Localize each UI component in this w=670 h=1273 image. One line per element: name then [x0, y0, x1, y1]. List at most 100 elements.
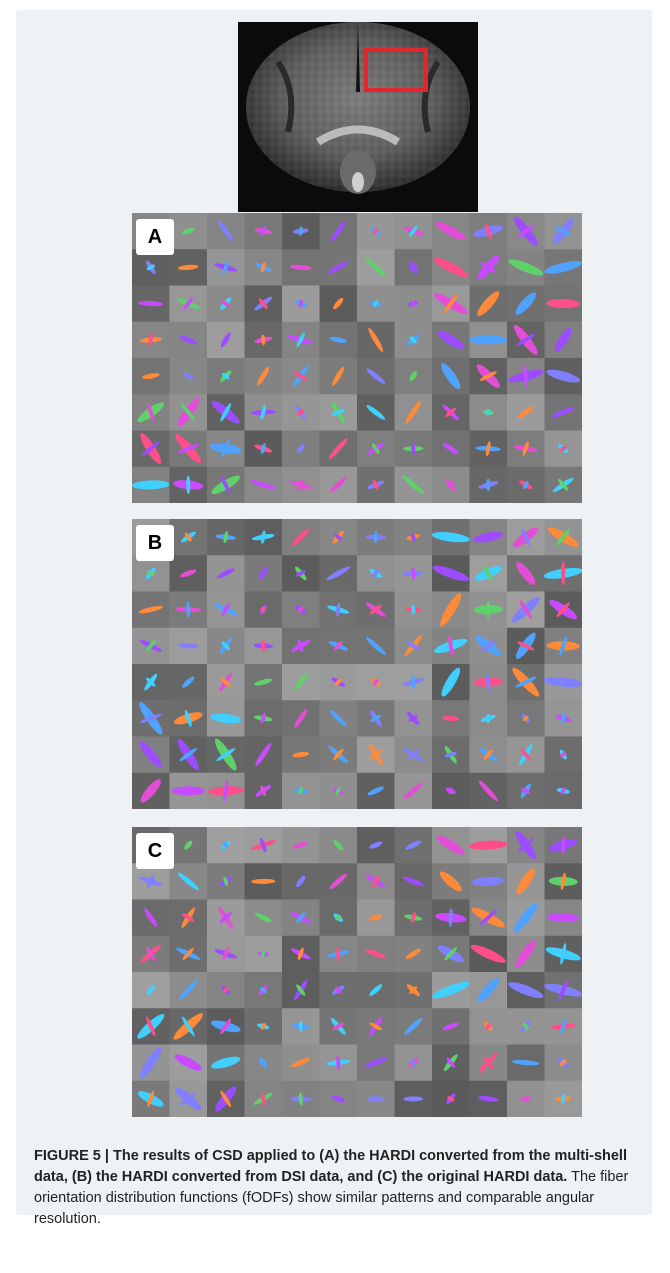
fodf-glyph-secondary [336, 602, 341, 617]
fodf-glyph-secondary [556, 528, 571, 546]
fodf-glyph-secondary [444, 752, 457, 758]
fodf-glyph [211, 1056, 241, 1069]
fodf-glyph-secondary [261, 334, 266, 346]
fodf-glyph-secondary [298, 639, 304, 653]
fodf-glyph-secondary [522, 441, 529, 456]
fodf-glyph-secondary [523, 715, 529, 722]
fodf-glyph-secondary [335, 914, 342, 921]
fodf-glyph [326, 566, 351, 581]
fodf-glyph [140, 779, 161, 803]
fodf-glyph [294, 709, 308, 728]
fodf-glyph-secondary [260, 987, 267, 994]
fodf-glyph-secondary [556, 602, 570, 617]
fodf-glyph [332, 366, 345, 386]
fodf-glyph [369, 984, 383, 997]
fodf-glyph [365, 637, 386, 655]
fodf-glyph [473, 531, 504, 543]
brain-slice-image [238, 22, 478, 212]
fodf-glyph [180, 569, 197, 578]
fodf-glyph [477, 291, 500, 316]
fodf-glyph [440, 593, 462, 627]
fodf-glyph-secondary [222, 947, 230, 961]
fodf-glyph-secondary [216, 748, 236, 762]
fodf-glyph-secondary [448, 787, 453, 795]
fodf-glyph-secondary [223, 780, 229, 802]
fodf-glyph-secondary [296, 984, 306, 996]
fodf-glyph-secondary [554, 226, 572, 237]
fodf-glyph [257, 366, 270, 386]
fodf-glyph-secondary [182, 913, 195, 922]
fodf-glyph [435, 222, 466, 241]
fodf-glyph-secondary [410, 1059, 417, 1066]
fodf-glyph-secondary [411, 604, 416, 615]
fodf-glyph-secondary [444, 947, 458, 961]
fodf-glyph-secondary [146, 570, 155, 577]
fodf-glyph [138, 301, 164, 307]
fodf-glyph-secondary [410, 912, 416, 923]
fodf-glyph-secondary [219, 912, 233, 923]
fodf-glyph [328, 438, 348, 460]
fodf-glyph [516, 561, 536, 585]
fodf-glyph [511, 1059, 540, 1066]
fodf-glyph [328, 261, 349, 274]
fodf-glyph-secondary [485, 1023, 492, 1030]
fodf-glyph-secondary [483, 749, 493, 760]
fodf-glyph-secondary [220, 677, 231, 687]
fodf-glyph-secondary [260, 1022, 266, 1030]
fodf-glyph [508, 982, 544, 999]
fodf-glyph [292, 751, 310, 758]
figure-frame: A B C FIGURE 5 | The results of CSD appl… [16, 10, 652, 1227]
fodf-glyph [520, 1096, 532, 1102]
fodf-glyph [363, 1057, 388, 1068]
fodf-glyph-secondary [445, 407, 457, 417]
fodf-glyph-secondary [260, 262, 266, 273]
fodf-glyph [132, 480, 170, 490]
fodf-glyph-secondary [332, 748, 344, 761]
fodf-glyph-secondary [373, 531, 378, 544]
fodf-glyph-secondary [479, 371, 497, 381]
figure-description: The fiber orientation distribution funct… [34, 1169, 629, 1227]
fodf-glyph-secondary [558, 979, 569, 1001]
fodf-glyph-secondary [516, 224, 535, 239]
fodf-glyph [404, 1017, 423, 1035]
fodf-glyph [178, 643, 199, 649]
fodf-glyph [139, 1046, 162, 1079]
fodf-glyph-secondary [521, 528, 531, 546]
fodf-glyph-secondary [336, 1055, 341, 1070]
fodf-glyph-secondary [409, 986, 418, 994]
fodf-glyph [144, 908, 158, 927]
fodf-glyph-secondary [447, 481, 455, 489]
fodf-glyph [366, 404, 386, 420]
fodf-glyph-secondary [294, 371, 308, 381]
fodf-glyph [515, 292, 537, 315]
fodf-glyph-secondary [447, 1096, 455, 1102]
fodf-glyph-secondary [559, 445, 567, 452]
fodf-glyph-secondary [221, 602, 231, 617]
fodf-glyph [403, 782, 423, 800]
fodf-glyph-secondary [146, 264, 155, 271]
fodf-glyph [403, 1096, 424, 1102]
fodf-glyph-secondary [223, 531, 229, 544]
fodf-glyph-secondary [298, 226, 303, 236]
fodf-glyph-secondary [179, 747, 198, 762]
fodf-glyph-secondary [482, 1056, 494, 1069]
fodf-glyph-secondary [372, 228, 379, 234]
panel-c: C [132, 827, 582, 1117]
panel-label-b: B [136, 525, 174, 561]
fodf-glyph [139, 741, 162, 768]
fodf-glyph [171, 786, 205, 796]
fodf-glyph [220, 332, 231, 348]
fodf-glyph [291, 528, 310, 546]
fodf-glyph-secondary [448, 908, 453, 928]
fodf-glyph-secondary [409, 336, 417, 344]
panel-label-c: C [136, 833, 174, 869]
fodf-glyph-secondary [372, 479, 379, 491]
fodf-glyph-secondary [485, 441, 491, 457]
fodf-glyph-secondary [407, 749, 419, 760]
fodf-glyph-secondary [561, 836, 566, 855]
fodf-glyph-secondary [517, 838, 534, 852]
fodf-glyph-secondary [297, 947, 304, 961]
fodf-glyph [365, 949, 386, 959]
fodf-glyph [216, 568, 235, 579]
fodf-glyph-secondary [221, 439, 230, 458]
